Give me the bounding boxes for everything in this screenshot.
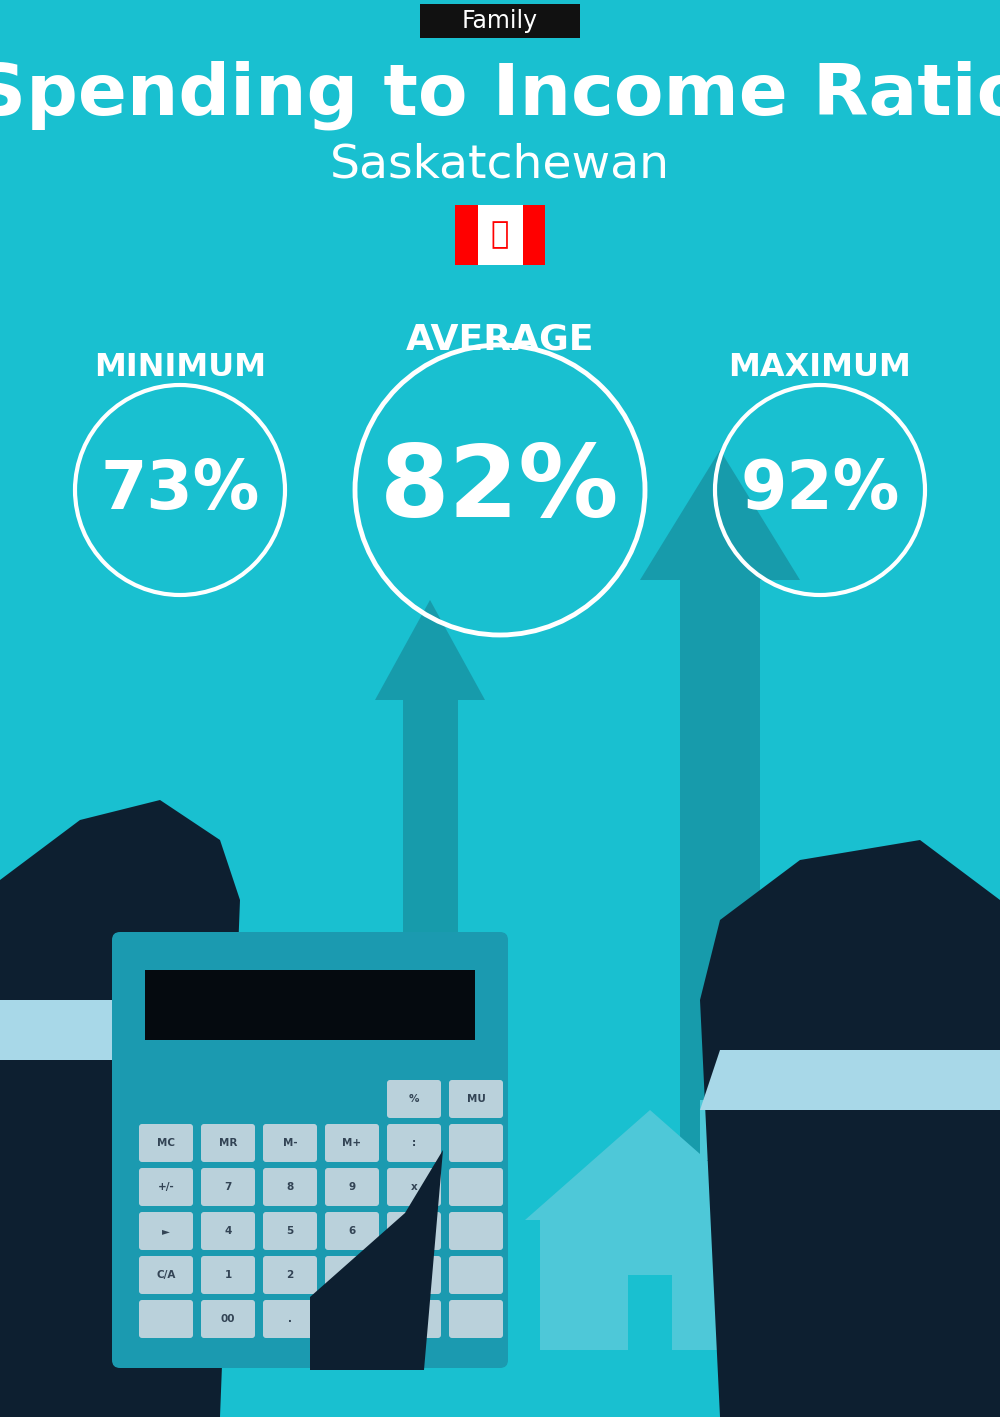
Polygon shape — [700, 840, 1000, 1417]
Text: Saskatchewan: Saskatchewan — [330, 143, 670, 187]
Text: MU: MU — [467, 1094, 485, 1104]
FancyBboxPatch shape — [866, 1053, 894, 1081]
Text: M-: M- — [283, 1138, 297, 1148]
Text: 82%: 82% — [380, 442, 620, 538]
FancyBboxPatch shape — [263, 1299, 317, 1338]
FancyBboxPatch shape — [540, 1220, 760, 1350]
Text: 73%: 73% — [100, 458, 260, 523]
FancyBboxPatch shape — [201, 1255, 255, 1294]
FancyBboxPatch shape — [628, 1275, 672, 1350]
Text: AVERAGE: AVERAGE — [406, 323, 594, 357]
FancyBboxPatch shape — [139, 1299, 193, 1338]
FancyBboxPatch shape — [325, 1255, 379, 1294]
FancyBboxPatch shape — [449, 1212, 503, 1250]
Text: 7: 7 — [224, 1182, 232, 1192]
Polygon shape — [525, 1110, 775, 1220]
Text: 6: 6 — [348, 1226, 356, 1236]
Text: :: : — [412, 1138, 416, 1148]
Text: ►: ► — [162, 1226, 170, 1236]
Text: 00: 00 — [221, 1314, 235, 1323]
Text: Spending to Income Ratio: Spending to Income Ratio — [0, 61, 1000, 130]
FancyBboxPatch shape — [201, 1212, 255, 1250]
FancyBboxPatch shape — [263, 1168, 317, 1206]
FancyBboxPatch shape — [201, 1168, 255, 1206]
Text: C/A: C/A — [156, 1270, 176, 1280]
Text: 4: 4 — [224, 1226, 232, 1236]
Text: 3: 3 — [348, 1270, 356, 1280]
Text: MAXIMUM: MAXIMUM — [729, 353, 911, 384]
FancyBboxPatch shape — [720, 1352, 840, 1360]
Text: +/-: +/- — [158, 1182, 174, 1192]
FancyBboxPatch shape — [790, 1135, 810, 1155]
Text: $: $ — [864, 1138, 896, 1183]
Text: 8: 8 — [286, 1182, 294, 1192]
FancyBboxPatch shape — [720, 1342, 840, 1350]
Text: Family: Family — [462, 9, 538, 33]
Polygon shape — [0, 801, 240, 1417]
Text: 0: 0 — [348, 1314, 356, 1323]
FancyBboxPatch shape — [387, 1124, 441, 1162]
Ellipse shape — [755, 1151, 845, 1250]
Text: .: . — [288, 1314, 292, 1323]
FancyBboxPatch shape — [420, 4, 580, 38]
FancyBboxPatch shape — [139, 1255, 193, 1294]
FancyBboxPatch shape — [449, 1124, 503, 1162]
Text: 2: 2 — [286, 1270, 294, 1280]
FancyBboxPatch shape — [402, 700, 458, 1200]
FancyBboxPatch shape — [522, 205, 545, 265]
Polygon shape — [375, 599, 485, 700]
Text: MR: MR — [219, 1138, 237, 1148]
FancyBboxPatch shape — [720, 1282, 840, 1289]
Text: 🍁: 🍁 — [491, 221, 509, 249]
FancyBboxPatch shape — [700, 1100, 728, 1161]
Text: x: x — [411, 1182, 417, 1192]
FancyBboxPatch shape — [680, 580, 760, 1350]
Text: -: - — [412, 1226, 416, 1236]
Polygon shape — [700, 1050, 1000, 1110]
FancyBboxPatch shape — [325, 1168, 379, 1206]
FancyBboxPatch shape — [720, 1332, 840, 1340]
FancyBboxPatch shape — [720, 1292, 840, 1299]
FancyBboxPatch shape — [449, 1255, 503, 1294]
Text: MINIMUM: MINIMUM — [94, 353, 266, 384]
FancyBboxPatch shape — [325, 1299, 379, 1338]
FancyBboxPatch shape — [201, 1299, 255, 1338]
FancyBboxPatch shape — [263, 1255, 317, 1294]
Polygon shape — [0, 1000, 240, 1060]
FancyBboxPatch shape — [720, 1302, 840, 1309]
FancyBboxPatch shape — [720, 1322, 840, 1331]
FancyBboxPatch shape — [139, 1168, 193, 1206]
Text: 5: 5 — [286, 1226, 294, 1236]
Text: %: % — [409, 1094, 419, 1104]
Text: MC: MC — [157, 1138, 175, 1148]
FancyBboxPatch shape — [449, 1299, 503, 1338]
FancyBboxPatch shape — [325, 1212, 379, 1250]
FancyBboxPatch shape — [145, 971, 475, 1040]
FancyBboxPatch shape — [263, 1212, 317, 1250]
FancyBboxPatch shape — [387, 1255, 441, 1294]
FancyBboxPatch shape — [139, 1212, 193, 1250]
FancyBboxPatch shape — [449, 1080, 503, 1118]
Text: $: $ — [790, 1186, 810, 1214]
FancyBboxPatch shape — [325, 1124, 379, 1162]
FancyBboxPatch shape — [387, 1080, 441, 1118]
FancyBboxPatch shape — [139, 1124, 193, 1162]
Text: 92%: 92% — [740, 458, 900, 523]
FancyBboxPatch shape — [263, 1124, 317, 1162]
Text: 9: 9 — [348, 1182, 356, 1192]
Text: M+: M+ — [342, 1138, 362, 1148]
FancyBboxPatch shape — [720, 1312, 840, 1321]
FancyBboxPatch shape — [387, 1168, 441, 1206]
FancyBboxPatch shape — [455, 205, 478, 265]
FancyBboxPatch shape — [201, 1124, 255, 1162]
Polygon shape — [310, 1151, 443, 1370]
Polygon shape — [640, 451, 800, 580]
FancyBboxPatch shape — [387, 1212, 441, 1250]
Text: 1: 1 — [224, 1270, 232, 1280]
FancyBboxPatch shape — [387, 1299, 441, 1338]
FancyBboxPatch shape — [449, 1168, 503, 1206]
FancyBboxPatch shape — [112, 932, 508, 1367]
Ellipse shape — [805, 1074, 955, 1246]
FancyBboxPatch shape — [455, 205, 545, 265]
